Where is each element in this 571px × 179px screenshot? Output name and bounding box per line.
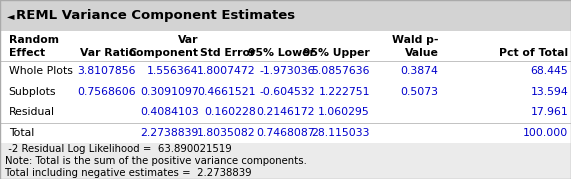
Text: 0.7468087: 0.7468087 [256,128,315,138]
Text: 0.160228: 0.160228 [204,107,256,117]
Text: Component: Component [128,48,199,58]
Text: Var Ratio: Var Ratio [79,48,136,58]
Text: 0.2146172: 0.2146172 [256,107,315,117]
Text: 1.8007472: 1.8007472 [197,66,256,76]
Text: 0.3874: 0.3874 [401,66,439,76]
Text: 1.222751: 1.222751 [319,87,370,97]
FancyBboxPatch shape [0,0,571,31]
Text: Whole Plots: Whole Plots [9,66,73,76]
Text: Var: Var [178,35,199,45]
Text: Subplots: Subplots [9,87,56,97]
Text: -2 Residual Log Likelihood =  63.890021519: -2 Residual Log Likelihood = 63.89002151… [5,144,231,154]
Text: 17.961: 17.961 [530,107,568,117]
Text: 1.8035082: 1.8035082 [197,128,256,138]
Text: Wald p-: Wald p- [392,35,439,45]
Text: Pct of Total: Pct of Total [499,48,568,58]
Text: -1.973036: -1.973036 [259,66,315,76]
Text: Total including negative estimates =  2.2738839: Total including negative estimates = 2.2… [5,168,251,178]
FancyBboxPatch shape [0,31,571,143]
Text: 0.5073: 0.5073 [400,87,439,97]
Text: Total: Total [9,128,34,138]
Text: Residual: Residual [9,107,55,117]
FancyBboxPatch shape [0,143,571,179]
Text: 2.2738839: 2.2738839 [140,128,199,138]
Text: 68.445: 68.445 [530,66,568,76]
Text: -0.604532: -0.604532 [259,87,315,97]
Text: 0.4661521: 0.4661521 [198,87,256,97]
Text: Effect: Effect [9,48,45,58]
Text: 100.000: 100.000 [523,128,568,138]
Text: 0.7568606: 0.7568606 [77,87,136,97]
Text: 95% Upper: 95% Upper [303,48,370,58]
Text: 95% Lower: 95% Lower [248,48,315,58]
Text: 1.060295: 1.060295 [318,107,370,117]
Text: 0.4084103: 0.4084103 [140,107,199,117]
Text: 1.556364: 1.556364 [147,66,199,76]
Text: ◄: ◄ [7,11,14,21]
Text: Value: Value [405,48,439,58]
Text: Random: Random [9,35,59,45]
Text: Std Error: Std Error [200,48,256,58]
Text: 28.115033: 28.115033 [312,128,370,138]
Text: 0.3091097: 0.3091097 [140,87,199,97]
Text: 5.0857636: 5.0857636 [312,66,370,76]
Text: 13.594: 13.594 [530,87,568,97]
Text: 3.8107856: 3.8107856 [78,66,136,76]
Text: Note: Total is the sum of the positive variance components.: Note: Total is the sum of the positive v… [5,156,307,166]
Text: REML Variance Component Estimates: REML Variance Component Estimates [16,9,295,22]
